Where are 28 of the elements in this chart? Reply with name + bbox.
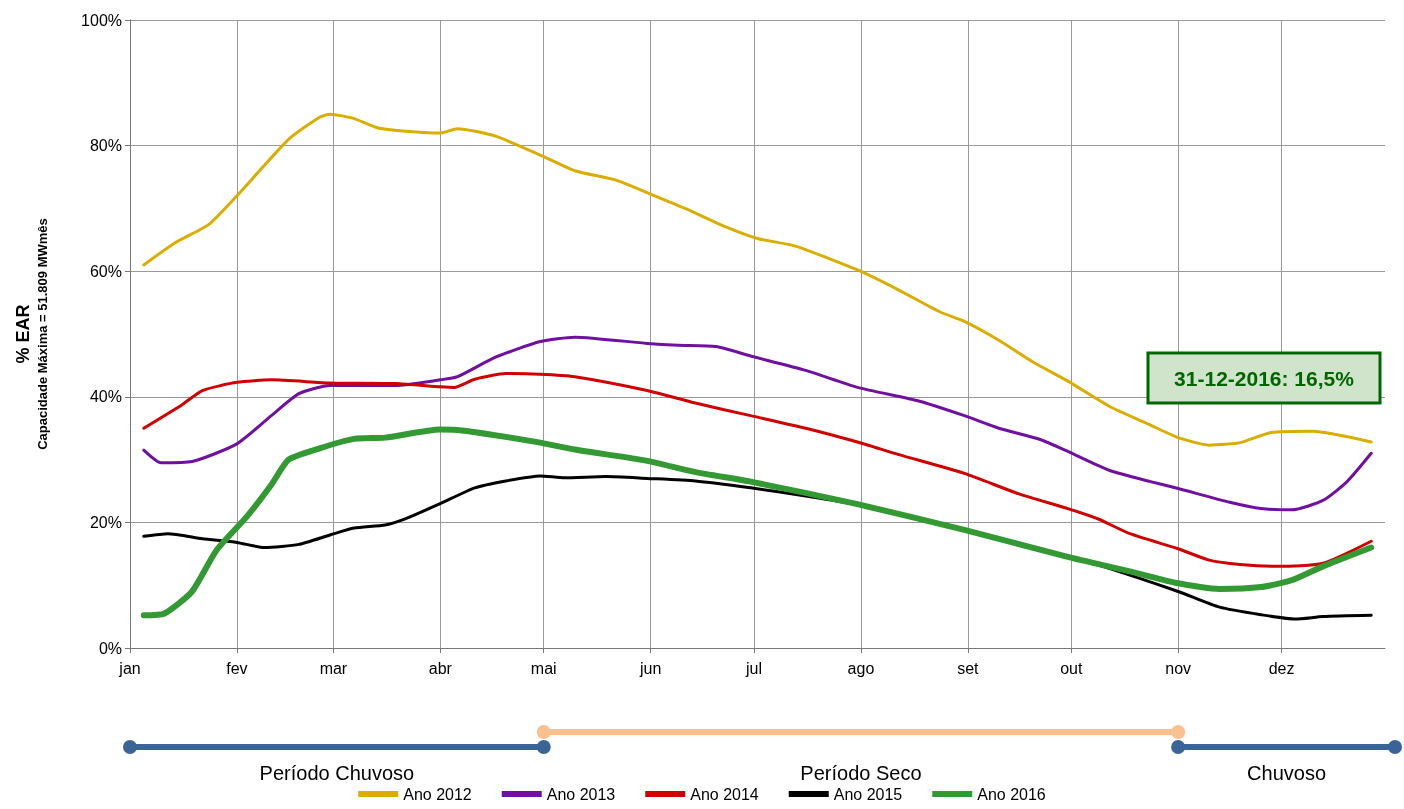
x-tick-label: abr: [428, 659, 453, 677]
text: Período Seco: [800, 762, 922, 784]
x-tick-label: out: [1060, 659, 1083, 677]
x-tick-label: fev: [226, 659, 248, 677]
x-tick-label: jan: [118, 659, 141, 677]
y-tick-label: 80%: [89, 137, 122, 155]
y-tick-label: 100%: [81, 11, 122, 29]
y-tick-label: 40%: [89, 388, 122, 406]
legend-label: Ano 2012: [403, 785, 472, 803]
text: Chuvoso: [1247, 762, 1327, 784]
legend-label: Ano 2015: [833, 785, 903, 803]
x-tick-label: jul: [745, 659, 763, 677]
x-tick-label: jun: [638, 659, 662, 677]
x-tick-label: dez: [1268, 659, 1295, 677]
annotation: 31-12-2016: 16,5%: [1174, 366, 1355, 390]
y-axis-title: % EAR Capacidade Máxima = 51.809 MWmês: [13, 218, 50, 450]
x-tick-label: mar: [319, 659, 348, 677]
legend-label: Ano 2013: [546, 785, 616, 803]
x-tick-label: set: [957, 659, 980, 677]
y-tick-label: 20%: [89, 513, 122, 531]
y-tick-label: 60%: [89, 262, 122, 280]
legend-label: Ano 2016: [977, 785, 1046, 803]
x-tick-label: nov: [1165, 659, 1192, 677]
x-tick-label: mai: [530, 659, 557, 677]
x-tick-label: ago: [847, 659, 875, 677]
legend-label: Ano 2014: [690, 785, 759, 803]
text: Período Chuvoso: [259, 762, 415, 784]
y-tick-label: 0%: [98, 639, 122, 657]
